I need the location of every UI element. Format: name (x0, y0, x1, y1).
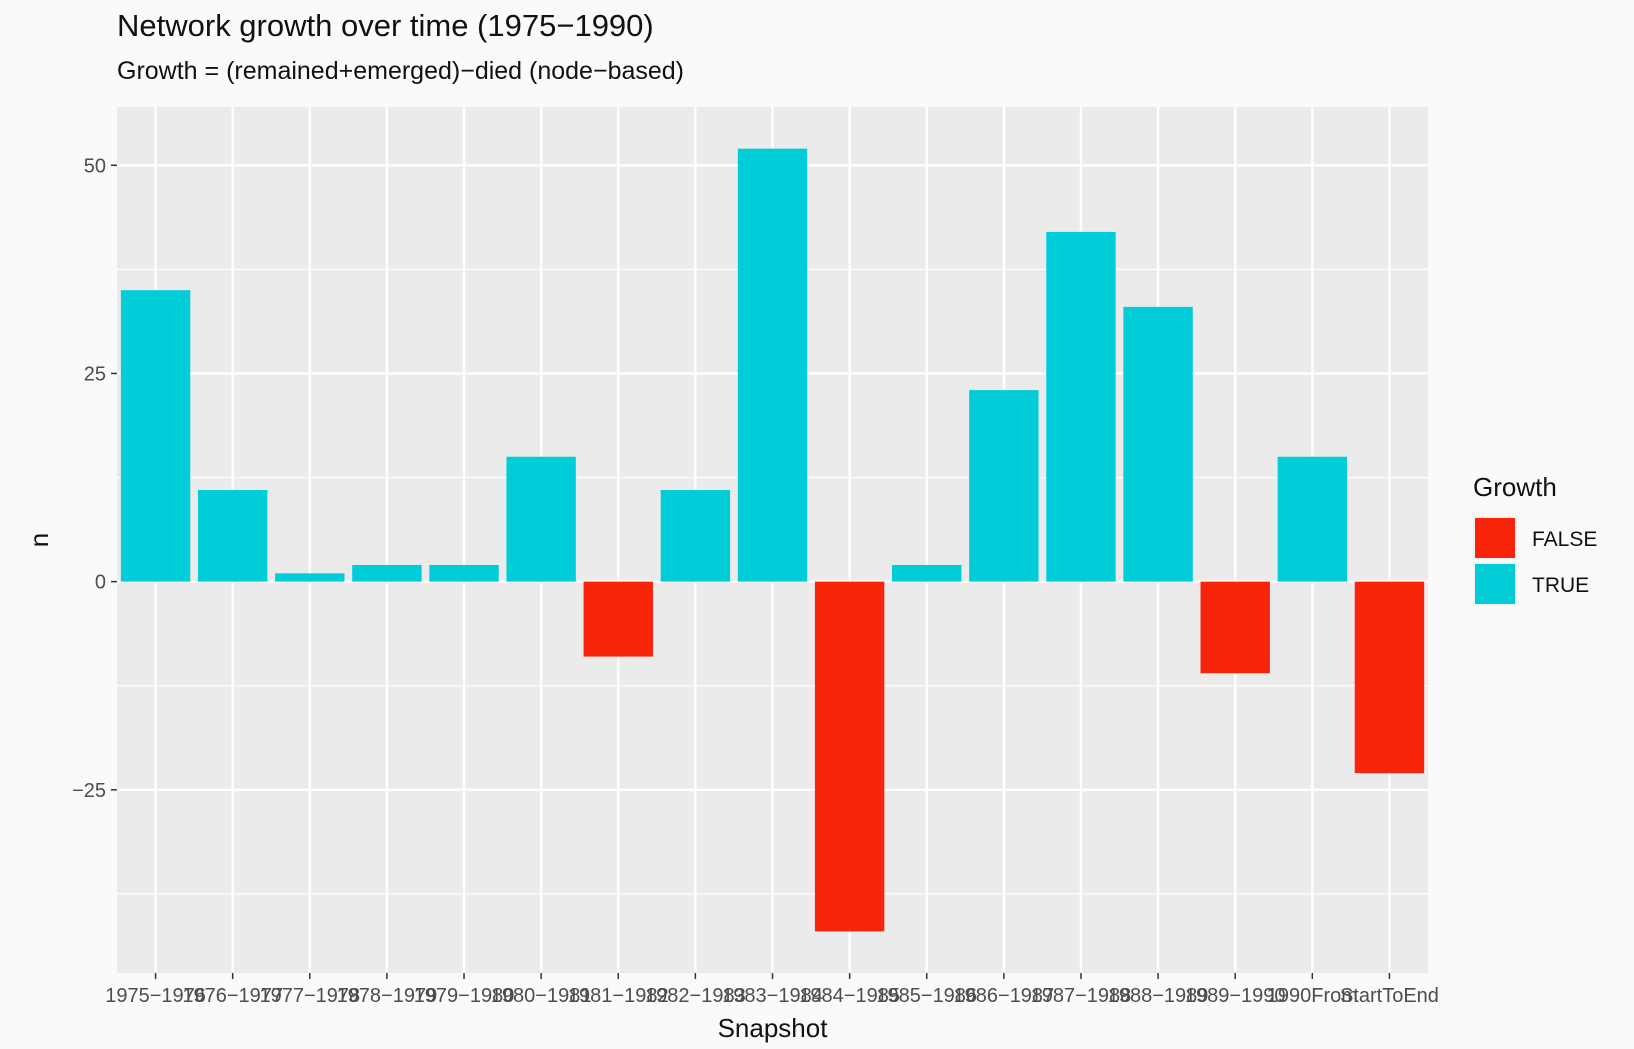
bar-7 (583, 581, 653, 657)
x-tick-label: 1987−1988 (1031, 985, 1132, 1007)
bar-13 (1046, 231, 1116, 582)
x-tick-label: 1988−1989 (1108, 985, 1209, 1007)
chart-title: Network growth over time (1975−1990) (117, 8, 654, 43)
x-tick-label: 1983−1984 (722, 985, 823, 1007)
x-tick-label: 1980−1981 (491, 985, 592, 1007)
x-tick-label: 1990From (1267, 985, 1358, 1007)
bar-11 (892, 564, 962, 582)
y-tick-label: 25 (84, 363, 106, 385)
bar-6 (506, 456, 576, 582)
bar-17 (1354, 581, 1425, 774)
bar-15 (1200, 581, 1270, 674)
x-tick-label: 1982−1983 (645, 985, 746, 1007)
x-tick-label: StartToEnd (1340, 985, 1439, 1007)
legend-title: Growth (1473, 472, 1557, 502)
y-tick-label: −25 (72, 780, 106, 802)
legend: Growth FALSE TRUE (1473, 472, 1597, 606)
legend-label-false: FALSE (1532, 528, 1597, 551)
y-tick-label: 0 (95, 572, 106, 594)
bar-10 (814, 581, 885, 932)
bar-12 (969, 390, 1039, 582)
x-tick-label: 1977−1978 (259, 985, 360, 1007)
x-tick-label: 1981−1982 (568, 985, 669, 1007)
x-tick-label: 1986−1987 (954, 985, 1055, 1007)
bar-14 (1123, 306, 1193, 582)
x-tick-label: 1979−1980 (414, 985, 515, 1007)
legend-label-true: TRUE (1532, 574, 1589, 597)
x-tick-label: 1975−1976 (105, 985, 206, 1007)
bar-9 (737, 148, 808, 582)
bar-8 (660, 490, 731, 582)
bar-4 (352, 564, 422, 582)
x-axis-title: Snapshot (718, 1013, 829, 1043)
x-axis: 1975−19761976−19771977−19781978−19791979… (105, 973, 1439, 1007)
x-tick-label: 1976−1977 (182, 985, 283, 1007)
y-axis: −25 0 25 50 (72, 155, 117, 802)
bar-16 (1277, 456, 1348, 582)
y-tick-label: 50 (84, 155, 106, 177)
y-axis-title: n (24, 533, 54, 547)
x-tick-label: 1985−1986 (876, 985, 977, 1007)
x-tick-label: 1989−1990 (1185, 985, 1286, 1007)
bar-3 (275, 573, 345, 582)
bar-2 (197, 490, 268, 582)
x-tick-label: 1984−1985 (799, 985, 900, 1007)
chart-subtitle: Growth = (remained+emerged)−died (node−b… (117, 57, 685, 85)
bar-1 (120, 290, 191, 582)
legend-swatch-false (1475, 518, 1515, 558)
bars (120, 148, 1425, 932)
bar-5 (429, 564, 499, 582)
x-tick-label: 1978−1979 (337, 985, 438, 1007)
legend-swatch-true (1475, 564, 1515, 604)
